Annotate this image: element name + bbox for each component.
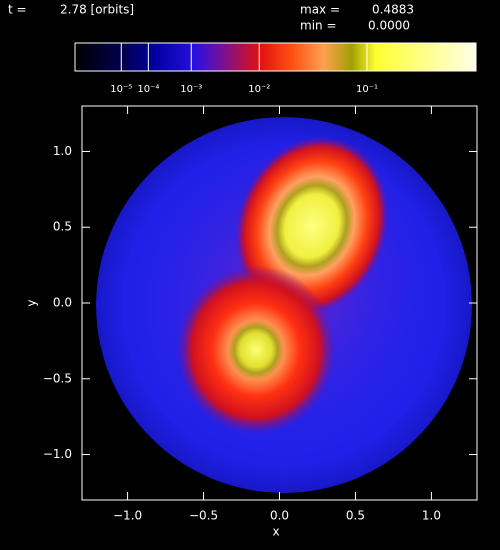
time-prefix: t = xyxy=(8,3,27,17)
x-tick-label: 0.5 xyxy=(346,509,365,523)
y-tick-label: −0.5 xyxy=(43,371,72,385)
x-tick-label: 1.0 xyxy=(422,509,441,523)
colorbar xyxy=(74,42,477,72)
y-axis-label: y xyxy=(25,299,39,306)
colorbar-tick-label: 10⁻¹ xyxy=(356,84,378,95)
min-prefix: min = xyxy=(300,19,337,33)
x-axis-label: x xyxy=(272,525,279,539)
colorbar-tick-label: 10⁻⁵ xyxy=(110,84,132,95)
colorbar-tick-label: 10⁻³ xyxy=(180,84,202,95)
min-value: 0.0000 xyxy=(368,19,410,33)
lower-blob xyxy=(176,265,336,435)
y-tick-label: 0.5 xyxy=(53,220,72,234)
max-value: 0.4883 xyxy=(372,3,414,17)
max-prefix: max = xyxy=(300,3,340,17)
x-tick-label: −0.5 xyxy=(189,509,218,523)
colorbar-tick-label: 10⁻⁴ xyxy=(137,84,159,95)
time-label: 2.78 [orbits] xyxy=(60,3,134,17)
density-field xyxy=(96,117,472,493)
y-tick-label: 1.0 xyxy=(53,144,72,158)
x-tick-label: −1.0 xyxy=(113,509,142,523)
colorbar-tick-label: 10⁻² xyxy=(248,84,270,95)
y-tick-label: 0.0 xyxy=(53,296,72,310)
y-tick-label: −1.0 xyxy=(43,447,72,461)
x-tick-label: 0.0 xyxy=(270,509,289,523)
